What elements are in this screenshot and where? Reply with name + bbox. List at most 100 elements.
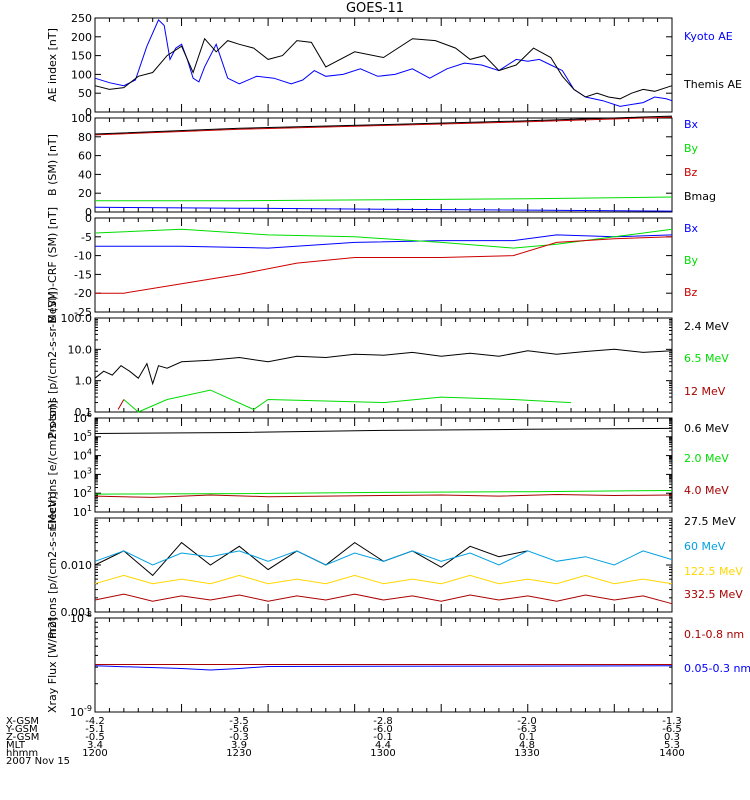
footer-value: 1330	[514, 748, 539, 759]
y-axis-label: Protons [p/(cm2-s-sr-MeV)]	[46, 491, 59, 638]
y-tick-label: 100	[71, 68, 92, 81]
panel-frame	[94, 17, 673, 113]
footer-value: -5.1	[85, 724, 105, 735]
y-tick-label: 40	[78, 168, 92, 181]
legend-label: 4.0 MeV	[684, 484, 729, 497]
footer-value: 4.4	[375, 740, 391, 751]
y-tick-label: 102	[73, 485, 92, 500]
y-tick-label: 250	[71, 12, 92, 25]
y-tick-label: 0.1	[75, 406, 93, 419]
legend-label: Bz	[684, 166, 698, 179]
y-tick-label: 150	[71, 50, 92, 63]
series-line	[94, 19, 673, 107]
y-tick-label: 0	[85, 206, 92, 219]
legend-label: 2.4 MeV	[684, 320, 729, 333]
legend-label: 0.1-0.8 nm	[684, 628, 744, 641]
footer-value: -3.5	[229, 716, 249, 727]
panel-frame	[94, 217, 673, 313]
y-axis-label: Xray Flux [W/m2]	[46, 617, 59, 713]
footer-value: 0.3	[664, 732, 680, 743]
legend-label: 122.5 MeV	[684, 565, 743, 578]
legend-label: By	[684, 254, 699, 267]
y-tick-label: 50	[78, 87, 92, 100]
footer-row-label: X-GSM	[6, 716, 39, 727]
y-tick-label: 103	[73, 466, 92, 481]
series-line	[94, 593, 673, 605]
y-tick-label: 10-9	[70, 704, 92, 719]
y-tick-label: 20	[78, 187, 92, 200]
y-tick-label: 0.001	[61, 606, 93, 619]
legend-label: By	[684, 142, 699, 155]
series-line	[95, 234, 673, 249]
footer-value: -6.5	[662, 724, 682, 735]
y-tick-label: 104	[73, 448, 92, 463]
legend-label: 60 MeV	[684, 540, 726, 553]
footer-row-label: hhmm	[6, 748, 38, 759]
y-tick-label: 105	[73, 429, 92, 444]
y-tick-label: 0	[85, 212, 92, 225]
legend-label: Bmag	[684, 190, 716, 203]
legend-label: Bx	[684, 222, 699, 235]
legend-label: Bz	[684, 286, 698, 299]
y-tick-label: -20	[74, 287, 92, 300]
footer-value: -0.1	[373, 732, 393, 743]
footer-value: 1230	[226, 748, 251, 759]
footer-row-label: Y-GSM	[5, 724, 38, 735]
footer-value: 1300	[370, 748, 395, 759]
footer-row-label: 2007 Nov 15	[6, 756, 70, 767]
y-axis-label: B (SM) [nT]	[46, 134, 59, 196]
y-tick-label: 101	[73, 504, 92, 519]
y-tick-label: 0	[85, 106, 92, 119]
y-tick-label: -10	[74, 250, 92, 263]
footer-value: 0.1	[519, 732, 535, 743]
footer-row-label: Z-GSM	[6, 732, 39, 743]
footer-value: 3.9	[231, 740, 247, 751]
panel-2: 0 20 40 60 80 100 B (SM) [nT] Bx By Bz Bmag	[46, 112, 716, 219]
legend-label: 27.5 MeV	[684, 515, 736, 528]
y-axis-label: AE index [nT]	[46, 28, 59, 102]
footer-row-label: MLT	[6, 740, 26, 751]
panel-3: -25 -20 -15 -10 -5 0 B (SM)-CRF (SM) [nT] Bx By B…	[46, 207, 699, 323]
legend-label: 332.5 MeV	[684, 588, 743, 601]
series-line	[94, 550, 673, 566]
y-axis-label: B (SM)-CRF (SM) [nT]	[46, 207, 59, 323]
legend-label: 2.0 MeV	[684, 452, 729, 465]
series-line	[94, 37, 673, 100]
footer-value: -0.3	[229, 732, 249, 743]
series-line	[94, 541, 528, 577]
panel-7: 10-9 10-8 Xray Flux [W/m2] 0.1-0.8 nm 0.05-0…	[46, 610, 750, 719]
series-line	[94, 348, 673, 386]
y-tick-label: 0.010	[61, 559, 93, 572]
legend-label: Kyoto AE	[684, 30, 733, 43]
series-line	[94, 116, 673, 136]
y-tick-label: 100	[71, 112, 92, 125]
footer-value: -5.6	[229, 724, 249, 735]
series-line	[94, 490, 673, 495]
legend-label: 12 MeV	[684, 385, 726, 398]
y-tick-label: -25	[74, 306, 92, 319]
legend-label: Themis AE	[683, 78, 742, 91]
y-tick-label: 106	[73, 410, 92, 425]
y-tick-label: 80	[78, 131, 92, 144]
legend-label: Bx	[684, 118, 699, 131]
series-line	[94, 427, 673, 434]
panel-frame	[94, 317, 673, 413]
y-tick-label: -15	[74, 268, 92, 281]
footer-value: 1400	[659, 748, 684, 759]
panel-5: 101 102 103 104 105 106 Electrons [e/(cm2-s-sr…	[46, 400, 729, 530]
footer-value: -1.3	[662, 716, 682, 727]
y-tick-label: 100.0	[61, 312, 93, 325]
y-tick-label: 200	[71, 31, 92, 44]
y-tick-label: 10-8	[70, 610, 92, 625]
panel-frame	[94, 517, 673, 613]
series-line	[123, 389, 572, 413]
legend-label: 6.5 MeV	[684, 352, 729, 365]
footer-value: -6.0	[373, 724, 393, 735]
y-axis-label: Protons [p/(cm2-s-sr-MeV)]	[46, 291, 59, 438]
series-line	[94, 574, 673, 585]
y-axis-label: Electrons [e/(cm2-s-sr)]	[46, 400, 59, 530]
panel-frame	[94, 417, 673, 513]
footer-value: -0.5	[85, 732, 105, 743]
